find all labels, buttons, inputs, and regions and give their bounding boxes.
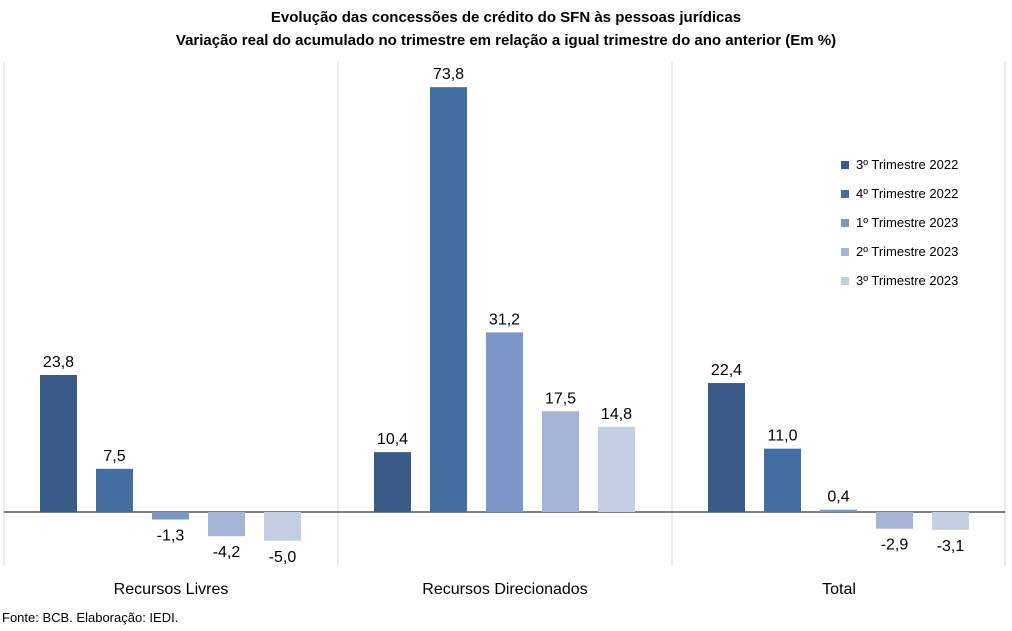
bar <box>542 411 579 512</box>
bar <box>374 452 411 512</box>
category-label: Total <box>822 581 856 598</box>
bar <box>820 509 857 512</box>
data-label: 73,8 <box>433 66 464 83</box>
data-label: 17,5 <box>545 390 576 407</box>
bar <box>764 448 801 512</box>
legend-item: 4º Trimestre 2022 <box>841 179 958 208</box>
bar <box>152 512 189 520</box>
data-label: -5,0 <box>269 549 297 566</box>
bar <box>264 512 301 541</box>
legend-item: 3º Trimestre 2023 <box>841 266 958 295</box>
source-note: Fonte: BCB. Elaboração: IEDI. <box>2 610 179 625</box>
bar <box>932 512 969 530</box>
chart-title: Evolução das concessões de crédito do SF… <box>270 9 742 26</box>
legend-label: 3º Trimestre 2023 <box>856 273 959 288</box>
legend-swatch <box>841 276 849 285</box>
legend: 3º Trimestre 2022 4º Trimestre 2022 1º Tri… <box>841 150 958 295</box>
bar <box>876 512 913 529</box>
category-label: Recursos Direcionados <box>422 581 587 598</box>
bar <box>208 512 245 537</box>
legend-label: 4º Trimestre 2022 <box>856 186 959 201</box>
data-label: -4,2 <box>213 544 241 561</box>
legend-item: 3º Trimestre 2022 <box>841 150 958 179</box>
legend-item: 2º Trimestre 2023 <box>841 237 958 266</box>
data-label: 23,8 <box>43 354 74 371</box>
data-label: 11,0 <box>768 428 798 445</box>
bar <box>40 374 77 512</box>
legend-swatch <box>841 189 849 198</box>
chart-subtitle: Variação real do acumulado no trimestre … <box>175 32 837 49</box>
legend-label: 1º Trimestre 2023 <box>856 215 959 230</box>
bar <box>96 468 133 512</box>
data-label: 22,4 <box>711 362 742 379</box>
data-label: 31,2 <box>489 311 520 328</box>
legend-label: 3º Trimestre 2022 <box>856 157 959 172</box>
legend-swatch <box>841 160 849 169</box>
bar <box>598 426 635 512</box>
legend-swatch <box>841 218 849 227</box>
data-label: -1,3 <box>157 527 185 544</box>
legend-label: 2º Trimestre 2023 <box>856 244 959 259</box>
legend-swatch <box>841 247 849 256</box>
bar <box>708 383 745 512</box>
data-label: 14,8 <box>601 406 632 423</box>
data-label: -3,1 <box>937 538 965 555</box>
legend-item: 1º Trimestre 2023 <box>841 208 958 237</box>
data-label: 0,4 <box>827 489 849 506</box>
data-label: 10,4 <box>377 431 408 448</box>
bar <box>430 87 467 513</box>
data-label: -2,9 <box>881 537 909 554</box>
bar <box>486 332 523 512</box>
category-label: Recursos Livres <box>114 581 229 598</box>
data-label: 7,5 <box>103 448 125 465</box>
